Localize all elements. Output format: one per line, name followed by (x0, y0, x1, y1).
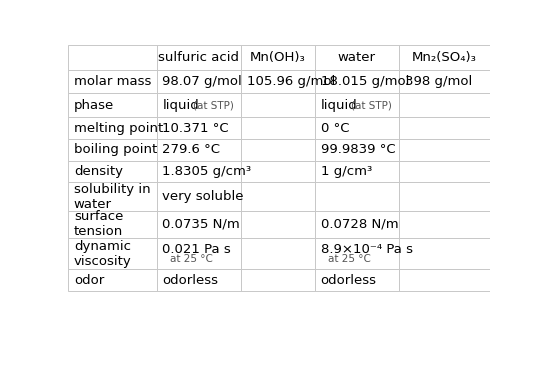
Text: 0 °C: 0 °C (320, 121, 349, 135)
Text: 0.021 Pa s: 0.021 Pa s (163, 243, 231, 256)
Bar (68, 94, 157, 117)
Bar (241, 238, 314, 270)
Text: liquid: liquid (320, 99, 357, 112)
Bar (68, 182, 157, 211)
Bar (157, 139, 241, 161)
Bar (314, 45, 399, 70)
Text: at 25 °C: at 25 °C (328, 254, 371, 264)
Text: dynamic
viscosity: dynamic viscosity (74, 240, 132, 268)
Text: (at STP): (at STP) (351, 100, 392, 110)
Text: odorless: odorless (163, 274, 219, 287)
Text: odorless: odorless (320, 274, 376, 287)
Text: solubility in
water: solubility in water (74, 182, 151, 211)
Text: density: density (74, 165, 123, 178)
Text: odor: odor (74, 274, 104, 287)
Text: liquid: liquid (163, 99, 199, 112)
Bar (68, 270, 157, 291)
Bar (241, 117, 314, 139)
Bar (157, 182, 241, 211)
Bar (399, 161, 490, 182)
Bar (399, 94, 490, 117)
Bar (241, 70, 314, 94)
Text: 0.0735 N/m: 0.0735 N/m (163, 218, 240, 231)
Text: 1 g/cm³: 1 g/cm³ (320, 165, 372, 178)
Text: surface
tension: surface tension (74, 211, 123, 238)
Text: 8.9×10⁻⁴ Pa s: 8.9×10⁻⁴ Pa s (320, 243, 412, 256)
Bar (399, 117, 490, 139)
Text: boiling point: boiling point (74, 143, 157, 156)
Bar (314, 94, 399, 117)
Bar (314, 238, 399, 270)
Text: Mn₂(SO₄)₃: Mn₂(SO₄)₃ (412, 51, 477, 64)
Text: Mn(OH)₃: Mn(OH)₃ (250, 51, 306, 64)
Bar (157, 70, 241, 94)
Bar (399, 238, 490, 270)
Bar (399, 211, 490, 238)
Text: very soluble: very soluble (163, 190, 244, 203)
Bar (314, 182, 399, 211)
Bar (399, 270, 490, 291)
Bar (157, 45, 241, 70)
Bar (314, 211, 399, 238)
Bar (399, 70, 490, 94)
Bar (399, 45, 490, 70)
Bar (241, 161, 314, 182)
Text: 1.8305 g/cm³: 1.8305 g/cm³ (163, 165, 251, 178)
Bar (241, 94, 314, 117)
Bar (241, 182, 314, 211)
Text: water: water (338, 51, 376, 64)
Bar (241, 270, 314, 291)
Bar (157, 211, 241, 238)
Text: 105.96 g/mol: 105.96 g/mol (247, 75, 335, 88)
Bar (241, 45, 314, 70)
Text: melting point: melting point (74, 121, 163, 135)
Text: molar mass: molar mass (74, 75, 151, 88)
Bar (314, 270, 399, 291)
Bar (68, 238, 157, 270)
Bar (68, 139, 157, 161)
Text: at 25 °C: at 25 °C (170, 254, 213, 264)
Bar (157, 117, 241, 139)
Bar (68, 211, 157, 238)
Bar (68, 45, 157, 70)
Bar (241, 211, 314, 238)
Text: 279.6 °C: 279.6 °C (163, 143, 220, 156)
Text: 99.9839 °C: 99.9839 °C (320, 143, 395, 156)
Text: 0.0728 N/m: 0.0728 N/m (320, 218, 398, 231)
Bar (157, 94, 241, 117)
Text: phase: phase (74, 99, 114, 112)
Bar (314, 70, 399, 94)
Text: 10.371 °C: 10.371 °C (163, 121, 229, 135)
Bar (314, 117, 399, 139)
Bar (314, 139, 399, 161)
Bar (157, 238, 241, 270)
Bar (68, 161, 157, 182)
Bar (241, 139, 314, 161)
Text: 18.015 g/mol: 18.015 g/mol (320, 75, 409, 88)
Bar (314, 161, 399, 182)
Text: (at STP): (at STP) (193, 100, 234, 110)
Text: sulfuric acid: sulfuric acid (158, 51, 239, 64)
Text: 98.07 g/mol: 98.07 g/mol (163, 75, 242, 88)
Bar (399, 139, 490, 161)
Bar (68, 70, 157, 94)
Bar (68, 117, 157, 139)
Bar (157, 270, 241, 291)
Bar (399, 182, 490, 211)
Text: 398 g/mol: 398 g/mol (405, 75, 472, 88)
Bar (157, 161, 241, 182)
